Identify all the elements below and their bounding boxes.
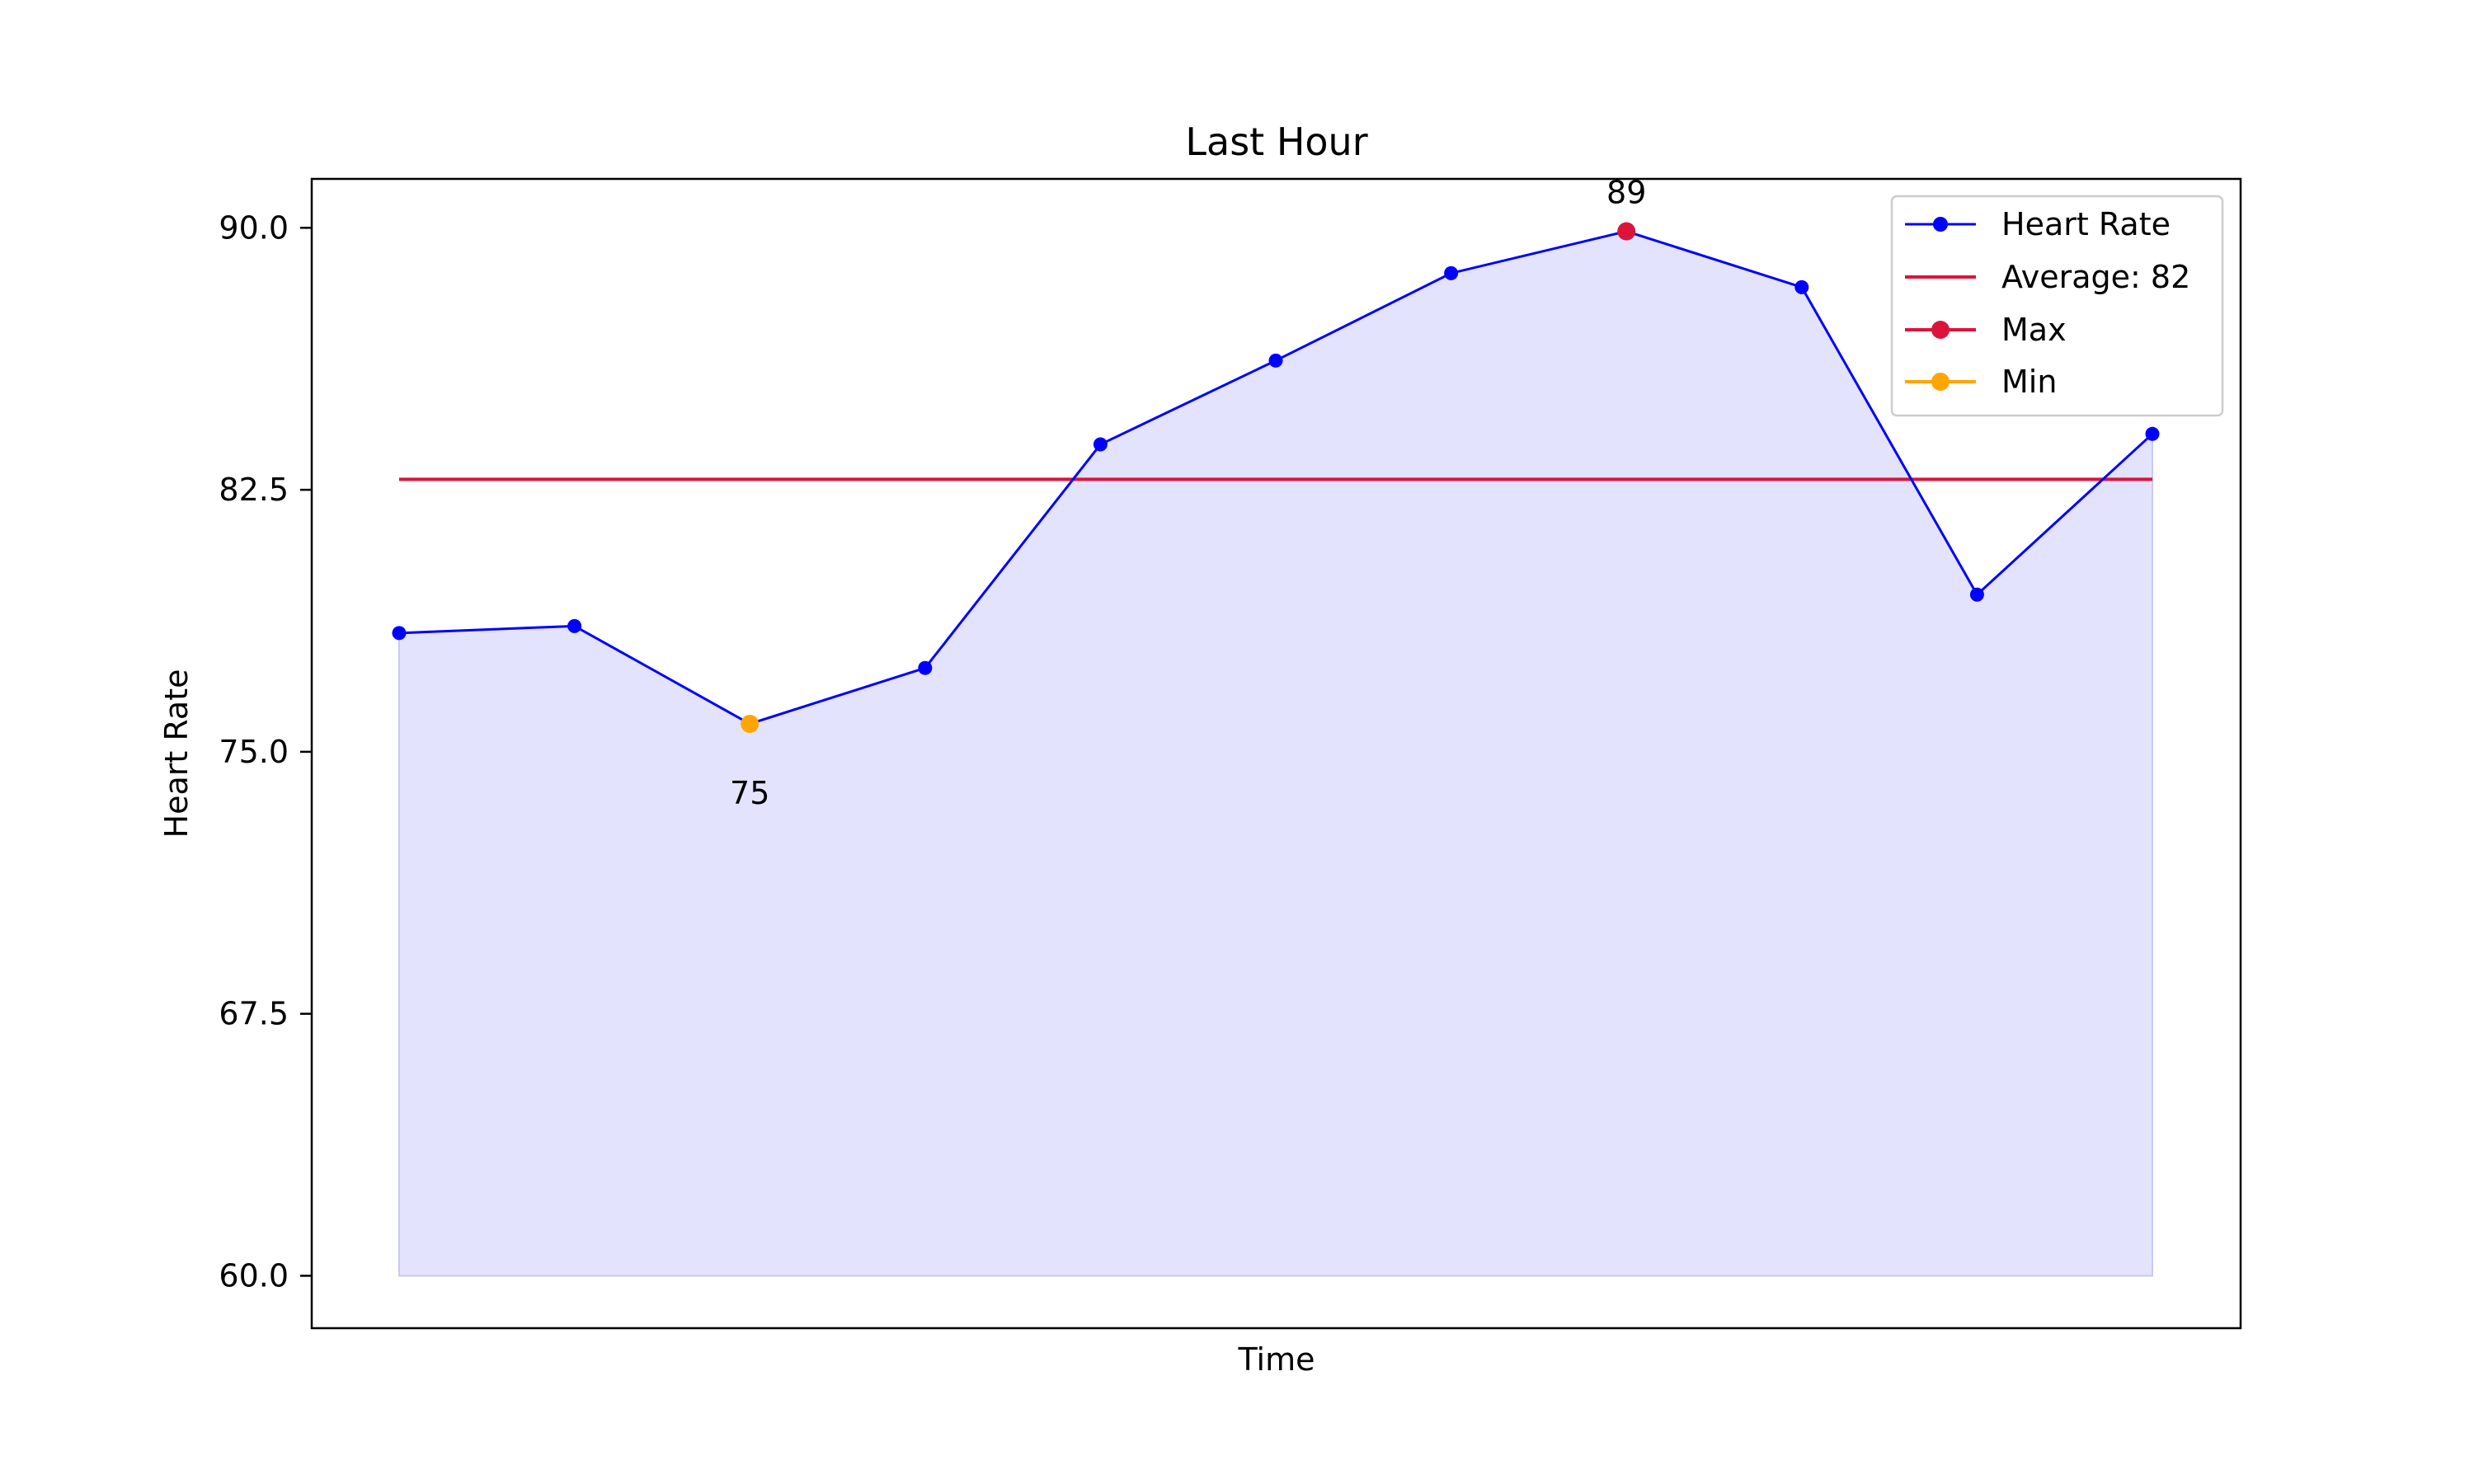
data-point (918, 660, 933, 675)
data-point (1444, 265, 1459, 280)
legend-item-average: Average: 82 (1905, 259, 2190, 295)
plot-area: 89 75 (392, 175, 2160, 1277)
chart-title: Last Hour (1185, 120, 1367, 164)
legend: Heart Rate Average: 82 Max Min (1890, 195, 2224, 417)
y-tick-label: 82.5 (219, 472, 289, 508)
legend-marker-min (1931, 373, 1950, 391)
data-point (567, 618, 582, 633)
data-point (1093, 437, 1108, 452)
max-annotation: 89 (1606, 175, 1646, 211)
legend-label-min: Min (2001, 364, 2057, 400)
y-tick-label: 75.0 (219, 734, 289, 770)
legend-label-max: Max (2001, 312, 2067, 348)
min-annotation: 75 (730, 775, 769, 811)
legend-label-heart-rate: Heart Rate (2001, 206, 2171, 242)
data-point (392, 626, 407, 641)
y-tick-label: 90.0 (219, 209, 289, 246)
data-point (2145, 426, 2160, 441)
legend-box (1890, 195, 2224, 417)
y-tick-label: 67.5 (219, 996, 289, 1032)
data-point (1969, 587, 1984, 602)
legend-item-max: Max (1905, 312, 2067, 348)
y-axis: 60.0 67.5 75.0 82.5 90.0 (219, 209, 312, 1294)
x-axis-label: Time (1238, 1341, 1315, 1378)
area-fill (398, 230, 2153, 1277)
plot-frame (310, 177, 2242, 1330)
max-point (1617, 222, 1636, 241)
legend-item-heart-rate: Heart Rate (1905, 206, 2171, 242)
y-axis-label: Heart Rate (158, 669, 195, 838)
legend-marker-max (1931, 321, 1950, 339)
data-points (392, 222, 2160, 733)
data-point (1268, 353, 1283, 368)
legend-item-min: Min (1905, 364, 2057, 400)
legend-label-average: Average: 82 (2001, 259, 2190, 295)
y-tick-label: 60.0 (219, 1257, 289, 1294)
data-point (1794, 279, 1809, 294)
legend-marker-heart-rate (1933, 217, 1948, 232)
min-point (741, 714, 760, 733)
